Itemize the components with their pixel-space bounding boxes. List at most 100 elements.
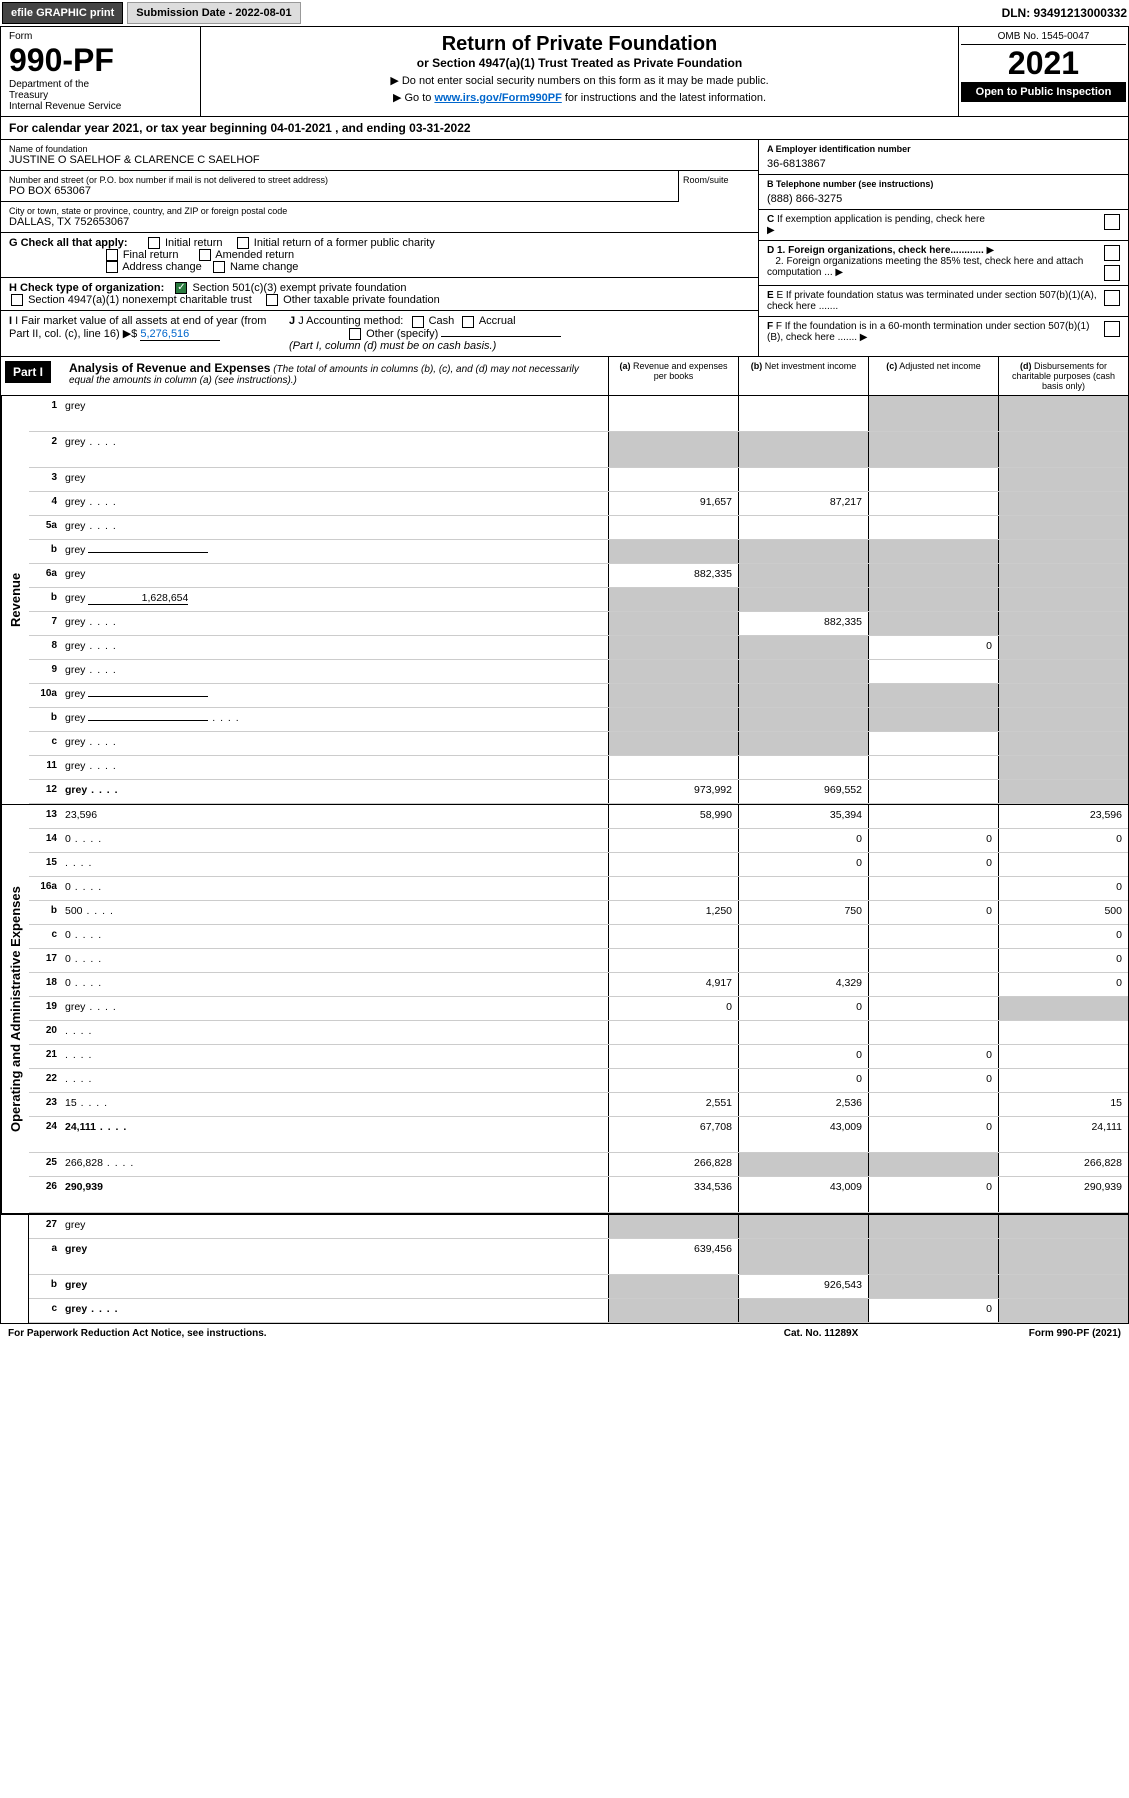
cell-b xyxy=(738,1153,868,1176)
cell-a xyxy=(608,1275,738,1298)
line-number: 6a xyxy=(29,564,61,587)
year-box: OMB No. 1545-0047 2021 Open to Public In… xyxy=(958,27,1128,116)
inspection-label: Open to Public Inspection xyxy=(961,82,1126,102)
line-desc: 0 xyxy=(61,925,608,948)
cell-b: 969,552 xyxy=(738,780,868,803)
cell-a: 4,917 xyxy=(608,973,738,996)
cell-d xyxy=(998,708,1128,731)
fmv-value[interactable]: 5,276,516 xyxy=(140,328,220,341)
cell-a: 58,990 xyxy=(608,805,738,828)
cell-d xyxy=(998,1215,1128,1238)
line-27: 27grey xyxy=(29,1215,1128,1239)
chk-c[interactable] xyxy=(1104,214,1120,230)
line-11: 11grey xyxy=(29,756,1128,780)
chk-other-method[interactable] xyxy=(349,328,361,340)
cell-a xyxy=(608,540,738,563)
chk-501c3[interactable] xyxy=(175,282,187,294)
line-16a: 16a00 xyxy=(29,877,1128,901)
cell-d: 23,596 xyxy=(998,805,1128,828)
chk-name[interactable] xyxy=(213,261,225,273)
cell-d xyxy=(998,1021,1128,1044)
line-number: 15 xyxy=(29,853,61,876)
line-b: bgrey 1,628,654 xyxy=(29,588,1128,612)
cell-a: 1,250 xyxy=(608,901,738,924)
cell-b: 926,543 xyxy=(738,1275,868,1298)
cell-c xyxy=(868,660,998,683)
cell-d xyxy=(998,612,1128,635)
cell-b: 43,009 xyxy=(738,1117,868,1152)
cell-b xyxy=(738,949,868,972)
omb-number: OMB No. 1545-0047 xyxy=(961,29,1126,45)
chk-4947[interactable] xyxy=(11,294,23,306)
chk-d2[interactable] xyxy=(1104,265,1120,281)
g-checks: G Check all that apply: Initial return I… xyxy=(1,233,758,278)
irs-link[interactable]: www.irs.gov/Form990PF xyxy=(434,92,561,104)
cell-b: 87,217 xyxy=(738,492,868,515)
cell-c: 0 xyxy=(868,901,998,924)
cell-c: 0 xyxy=(868,1069,998,1092)
chk-initial[interactable] xyxy=(148,237,160,249)
i-j-row: I I Fair market value of all assets at e… xyxy=(1,311,758,355)
cell-b: 750 xyxy=(738,901,868,924)
instr-2: ▶ Go to www.irs.gov/Form990PF for instru… xyxy=(207,91,952,104)
cell-d: 0 xyxy=(998,949,1128,972)
cell-a xyxy=(608,732,738,755)
chk-f[interactable] xyxy=(1104,321,1120,337)
cell-b xyxy=(738,1299,868,1322)
cell-d xyxy=(998,588,1128,611)
line-2: 2grey xyxy=(29,432,1128,468)
chk-final[interactable] xyxy=(106,249,118,261)
line-number: 11 xyxy=(29,756,61,779)
line-number: 19 xyxy=(29,997,61,1020)
cell-c xyxy=(868,780,998,803)
cell-c: 0 xyxy=(868,1177,998,1212)
d-foreign: D 1. Foreign organizations, check here..… xyxy=(759,241,1128,286)
cell-b xyxy=(738,1021,868,1044)
chk-d1[interactable] xyxy=(1104,245,1120,261)
cell-d: 266,828 xyxy=(998,1153,1128,1176)
line-desc: grey xyxy=(61,732,608,755)
cell-c xyxy=(868,732,998,755)
cell-b xyxy=(738,877,868,900)
cell-a: 973,992 xyxy=(608,780,738,803)
chk-amended[interactable] xyxy=(199,249,211,261)
line-a: agrey639,456 xyxy=(29,1239,1128,1275)
cell-b xyxy=(738,540,868,563)
calendar-year-line: For calendar year 2021, or tax year begi… xyxy=(0,117,1129,140)
cell-a xyxy=(608,432,738,467)
cell-d xyxy=(998,997,1128,1020)
line-desc: grey xyxy=(61,564,608,587)
cell-c xyxy=(868,540,998,563)
cell-b xyxy=(738,756,868,779)
col-c-head: (c) Adjusted net income xyxy=(868,357,998,395)
cell-b xyxy=(738,925,868,948)
line-desc: grey xyxy=(61,1299,608,1322)
chk-other-taxable[interactable] xyxy=(266,294,278,306)
cell-c: 0 xyxy=(868,853,998,876)
cell-b xyxy=(738,468,868,491)
cell-a xyxy=(608,829,738,852)
cell-c: 0 xyxy=(868,1045,998,1068)
cell-b: 0 xyxy=(738,853,868,876)
chk-e[interactable] xyxy=(1104,290,1120,306)
efile-button[interactable]: efile GRAPHIC print xyxy=(2,2,123,24)
line-6a: 6agrey882,335 xyxy=(29,564,1128,588)
cell-c xyxy=(868,1093,998,1116)
revenue-section: Revenue 1grey2grey3grey4grey91,65787,217… xyxy=(0,396,1129,805)
line-desc: 15 xyxy=(61,1093,608,1116)
line-17: 1700 xyxy=(29,949,1128,973)
line-desc: 266,828 xyxy=(61,1153,608,1176)
chk-address[interactable] xyxy=(106,261,118,273)
chk-accrual[interactable] xyxy=(462,316,474,328)
line-19: 19grey00 xyxy=(29,997,1128,1021)
cell-d: 500 xyxy=(998,901,1128,924)
chk-cash[interactable] xyxy=(412,316,424,328)
line-number: b xyxy=(29,588,61,611)
cell-c xyxy=(868,925,998,948)
chk-initial-former[interactable] xyxy=(237,237,249,249)
cell-d xyxy=(998,684,1128,707)
cell-b: 43,009 xyxy=(738,1177,868,1212)
cell-a xyxy=(608,708,738,731)
line-desc xyxy=(61,1045,608,1068)
cell-c: 0 xyxy=(868,829,998,852)
